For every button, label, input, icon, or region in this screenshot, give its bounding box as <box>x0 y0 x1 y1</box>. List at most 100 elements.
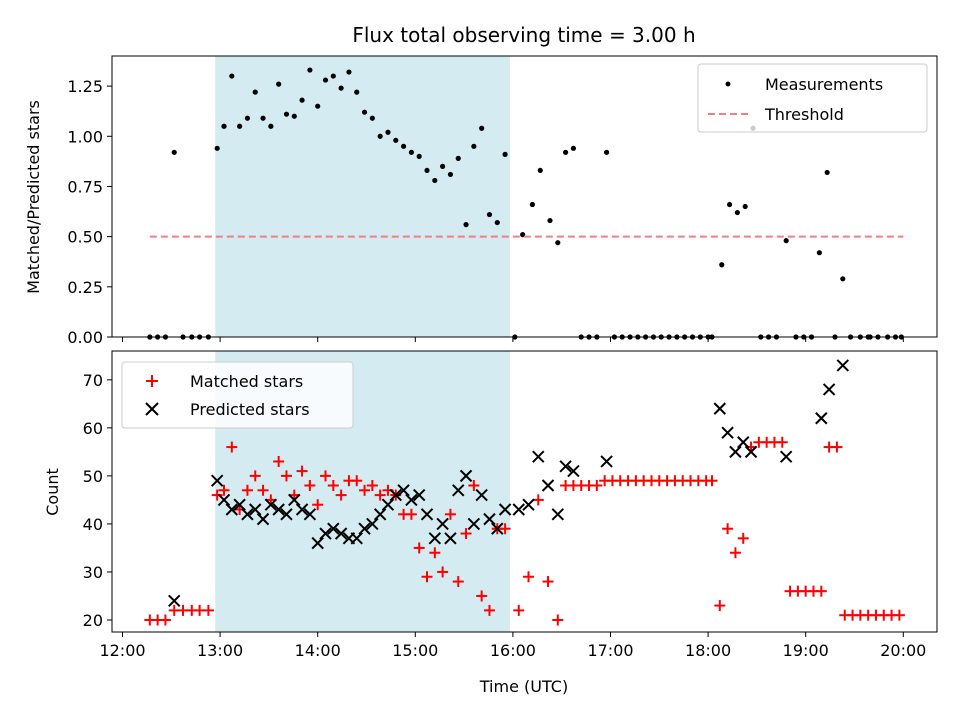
predicted-point <box>381 498 395 511</box>
predicted-point <box>452 484 465 497</box>
matched-point <box>523 571 535 583</box>
top-plot-frame <box>111 55 938 338</box>
predicted-point-b <box>713 402 727 415</box>
matched-point <box>737 532 749 544</box>
predicted-point <box>405 493 418 507</box>
measurement-point <box>400 143 407 149</box>
count-panel: 12:00 13:00 14:00 15:00 16:00 17:00 18:00 19:00… <box>43 350 938 696</box>
predicted-point-b <box>397 484 410 497</box>
matched-point <box>226 441 238 453</box>
predicted-point-b <box>373 508 387 521</box>
predicted-point-b <box>233 498 246 511</box>
x-tick-label: 17:00 <box>587 641 633 660</box>
bottom-plot-frame <box>111 350 938 633</box>
predicted-point <box>210 474 224 487</box>
predicted-point-b <box>311 536 324 550</box>
measurement-point <box>283 111 290 117</box>
matched-legend-label: Matched stars <box>190 372 303 391</box>
measurement-point <box>237 123 243 129</box>
measurement-point <box>529 201 536 208</box>
predicted-point-b <box>210 474 224 487</box>
measurement-point <box>455 155 461 161</box>
predicted-point-b <box>836 359 849 372</box>
x-tick-label: 15:00 <box>392 641 438 660</box>
predicted-point-b <box>241 508 254 521</box>
measurement-point <box>268 123 274 129</box>
measurement-point <box>734 209 740 216</box>
predicted-point <box>483 512 496 526</box>
predicted-point-b <box>168 594 181 607</box>
measurement-point <box>315 103 321 109</box>
x-tick-label: 12:00 <box>99 641 145 660</box>
predicted-point-b <box>366 517 379 531</box>
predicted-point-b <box>467 517 481 531</box>
predicted-point-b <box>522 498 535 511</box>
predicted-point <box>280 508 293 521</box>
x-tick-label: 14:00 <box>295 641 341 660</box>
measurement-point <box>408 149 414 155</box>
predicted-point <box>737 436 750 449</box>
matched-point <box>499 523 511 535</box>
measurement-point <box>726 201 733 208</box>
measurement-point <box>447 171 454 178</box>
measurement-point <box>494 219 500 226</box>
y-tick-label: 70 <box>83 371 103 390</box>
predicted-point <box>334 527 348 540</box>
top-legend: Measurements Threshold <box>697 63 928 133</box>
y-tick-label: 60 <box>83 419 103 438</box>
predicted-point <box>366 517 379 531</box>
y-tick-label: 0.25 <box>67 278 103 297</box>
predicted-point-b <box>822 383 836 396</box>
predicted-point <box>532 450 545 463</box>
predicted-point-b <box>327 522 340 535</box>
predicted-point <box>288 493 301 507</box>
y-tick-label: 30 <box>83 563 103 582</box>
measurement-point <box>299 97 305 103</box>
predicted-point <box>249 503 262 516</box>
matched-point <box>429 547 441 559</box>
y-tick-label: 1.25 <box>67 77 103 96</box>
predicted-point <box>559 460 572 473</box>
predicted-point <box>744 445 758 459</box>
measurement-point <box>742 203 748 210</box>
measurement-point <box>432 177 438 184</box>
predicted-point <box>498 503 512 516</box>
predicted-point <box>541 479 555 492</box>
highlight-span-rect <box>215 56 510 337</box>
measurement-point <box>260 115 266 121</box>
matched-point <box>513 604 525 616</box>
predicted-point-b <box>256 512 270 526</box>
bottom-legend: Matched stars Predicted stars <box>121 361 354 429</box>
predicted-point-b <box>459 469 473 483</box>
predicted-point-b <box>498 503 512 516</box>
predicted-point-b <box>288 493 301 507</box>
predicted-point <box>522 498 535 511</box>
y-tick-label: 0.75 <box>67 177 103 196</box>
predicted-point <box>600 455 613 468</box>
matched-point <box>296 465 308 477</box>
predicted-point-b <box>334 527 348 540</box>
matched-point <box>476 590 488 602</box>
measurement-point <box>322 77 329 83</box>
predicted-point-b <box>295 503 309 516</box>
predicted-point <box>412 488 426 502</box>
matched-point <box>542 576 554 588</box>
matched-point <box>304 479 316 491</box>
predicted-point <box>397 484 410 497</box>
matched-point <box>413 542 425 554</box>
predicted-point <box>311 536 324 550</box>
predicted-point-b <box>815 412 828 425</box>
x-tick-label: 18:00 <box>685 641 731 660</box>
matched-point <box>159 614 171 626</box>
predicted-point <box>241 508 254 521</box>
predicted-point <box>475 488 488 502</box>
predicted-point <box>256 512 270 526</box>
measurement-point <box>276 81 282 87</box>
measurement-point <box>369 115 375 121</box>
predicted-point <box>467 517 481 531</box>
y-tick-label: 20 <box>83 611 103 630</box>
predicted-point-b <box>721 426 734 439</box>
matched-point <box>722 523 734 535</box>
measurement-point <box>221 123 227 129</box>
